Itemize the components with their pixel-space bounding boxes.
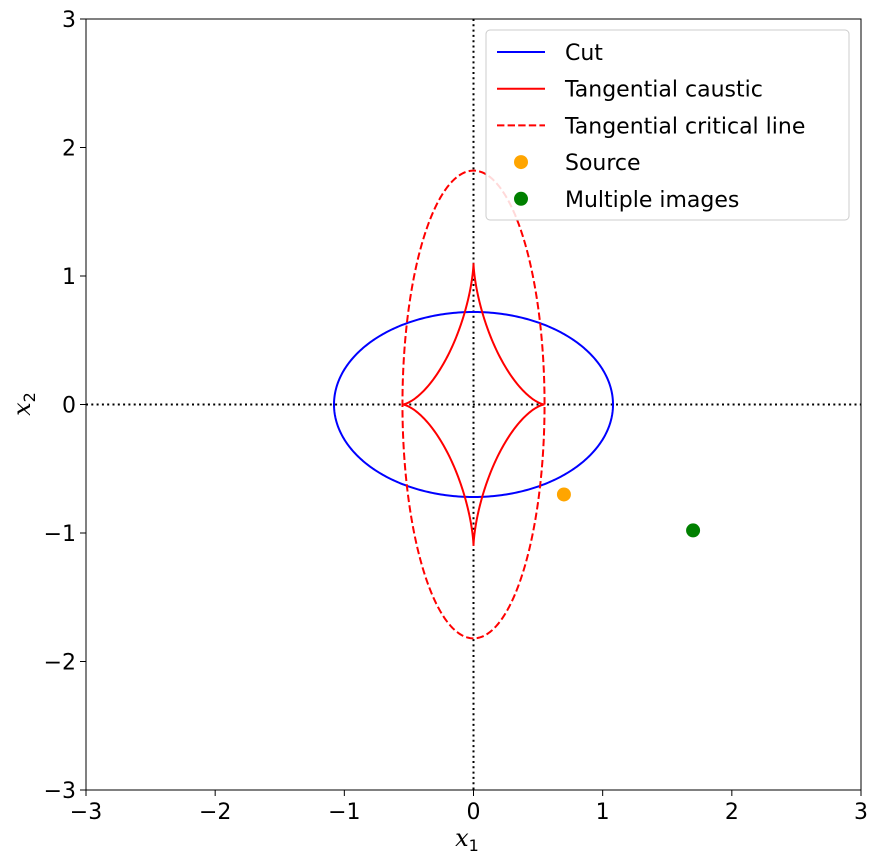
x-tick-label: 3 bbox=[854, 800, 868, 825]
y-tick-label: −2 bbox=[44, 651, 76, 676]
cut-curve bbox=[332, 310, 614, 499]
legend-label-multiple-images: Multiple images bbox=[565, 188, 739, 213]
legend-label-tangential-critical-line: Tangential critical line bbox=[564, 114, 805, 139]
x-tick-label: 2 bbox=[725, 800, 739, 825]
x-axis-label: x1 bbox=[455, 824, 479, 855]
legend-marker-multiple-images bbox=[514, 191, 528, 206]
legend-label-source: Source bbox=[565, 151, 641, 176]
x-tick-label: 1 bbox=[596, 800, 610, 825]
x-tick-label: −1 bbox=[328, 800, 360, 825]
legend-marker-source bbox=[514, 155, 528, 170]
y-tick-label: 1 bbox=[62, 265, 76, 290]
multiple-images-point bbox=[686, 523, 701, 538]
legend-box bbox=[485, 29, 850, 221]
source-point bbox=[556, 487, 571, 502]
x-tick-label: −2 bbox=[199, 800, 231, 825]
legend: Cut Tangential caustic Tangential critical… bbox=[485, 29, 850, 221]
x-tick-label: −3 bbox=[70, 800, 102, 825]
y-tick-label: −3 bbox=[44, 779, 76, 804]
x-tick-label: 0 bbox=[467, 800, 481, 825]
y-axis-label: x2 bbox=[8, 392, 39, 416]
y-tick-label: 0 bbox=[62, 394, 76, 419]
legend-label-tangential-caustic: Tangential caustic bbox=[564, 78, 763, 103]
tangential-caustic-curve bbox=[402, 263, 545, 546]
y-tick-label: −1 bbox=[44, 522, 76, 547]
legend-label-cut: Cut bbox=[565, 41, 603, 66]
y-tick-label: 2 bbox=[62, 137, 76, 162]
y-tick-label: 3 bbox=[62, 8, 76, 33]
